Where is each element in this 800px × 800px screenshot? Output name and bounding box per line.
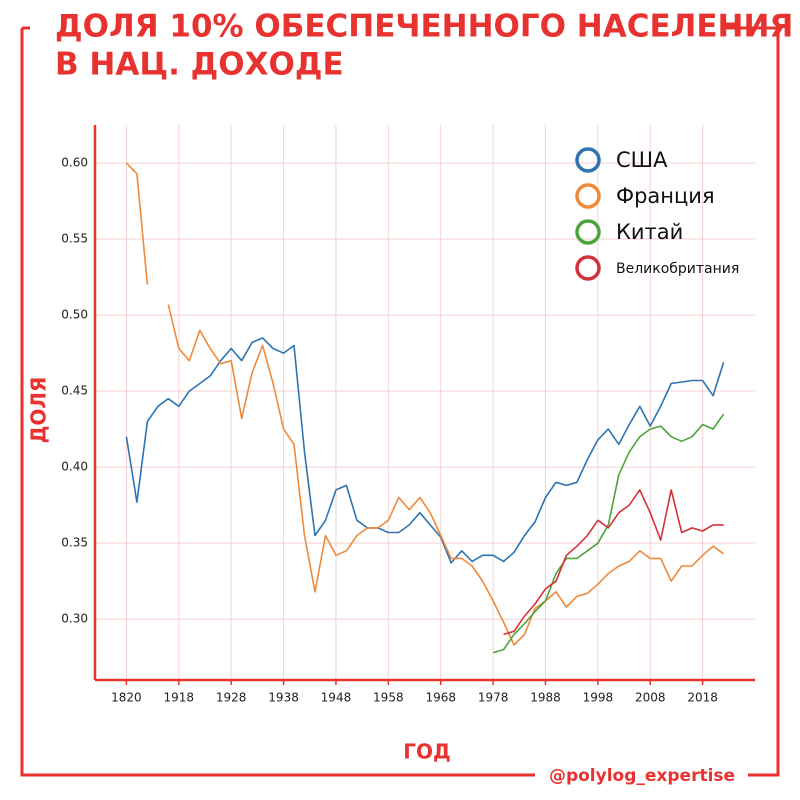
credit: @polylog_expertise xyxy=(549,766,735,786)
series-line xyxy=(503,489,724,636)
x-tick-label: 1958 xyxy=(373,691,404,705)
x-tick-label: 1978 xyxy=(478,691,509,705)
x-tick-label: 1998 xyxy=(583,691,614,705)
y-tick-label: 0.55 xyxy=(61,232,88,246)
x-tick-label: 1988 xyxy=(530,691,561,705)
y-tick-label: 0.30 xyxy=(61,612,88,626)
x-tick-label: 2018 xyxy=(687,691,718,705)
x-tick-label: 2008 xyxy=(635,691,666,705)
y-tick-label: 0.35 xyxy=(61,536,88,550)
x-tick-label: 1820 xyxy=(111,691,142,705)
legend-label: Великобритания xyxy=(616,261,739,277)
y-tick-label: 0.60 xyxy=(61,156,88,170)
legend-label: Франция xyxy=(616,184,715,208)
legend-marker xyxy=(575,183,601,209)
legend-marker xyxy=(575,255,601,281)
legend-label: США xyxy=(616,148,668,172)
y-axis-label: ДОЛЯ xyxy=(27,377,51,444)
title-line: В НАЦ. ДОХОДЕ xyxy=(55,47,344,83)
y-tick-label: 0.45 xyxy=(61,384,88,398)
legend-label: Китай xyxy=(616,220,683,244)
y-tick-label: 0.50 xyxy=(61,308,88,322)
y-tick-label: 0.40 xyxy=(61,460,88,474)
series-line xyxy=(125,337,725,564)
legend-marker xyxy=(575,219,601,245)
x-tick-label: 1948 xyxy=(321,691,352,705)
x-tick-label: 1928 xyxy=(216,691,247,705)
title-line: ДОЛЯ 10% ОБЕСПЕЧЕННОГО НАСЕЛЕНИЯ xyxy=(55,9,793,45)
x-axis-label: ГОД xyxy=(403,740,451,764)
series-line xyxy=(125,162,725,646)
x-tick-label: 1918 xyxy=(164,691,195,705)
x-tick-label: 1938 xyxy=(268,691,299,705)
frame xyxy=(20,26,780,777)
series-line xyxy=(492,413,725,654)
legend-marker xyxy=(575,147,601,173)
x-tick-label: 1968 xyxy=(425,691,456,705)
